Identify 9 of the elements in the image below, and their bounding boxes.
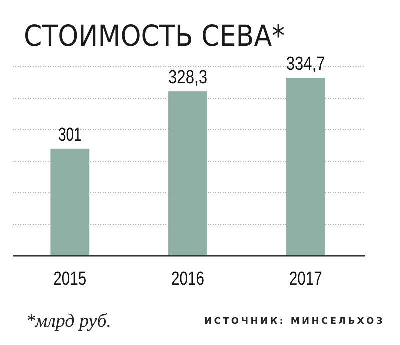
data-label: 334,7 <box>286 54 334 76</box>
x-tick-label: 2017 <box>289 269 332 290</box>
text: *млрд руб. <box>26 311 112 332</box>
text: ИСТОЧНИК: МИНСЕЛЬХОЗ <box>204 317 385 327</box>
x-tick-label: 2016 <box>172 269 214 290</box>
x-tick-label: 2015 <box>54 269 96 290</box>
data-label: 301 <box>58 124 90 146</box>
chart-title: СТОИМОСТЬ СЕВА* <box>24 19 286 53</box>
data-label: 328,3 <box>168 68 216 89</box>
